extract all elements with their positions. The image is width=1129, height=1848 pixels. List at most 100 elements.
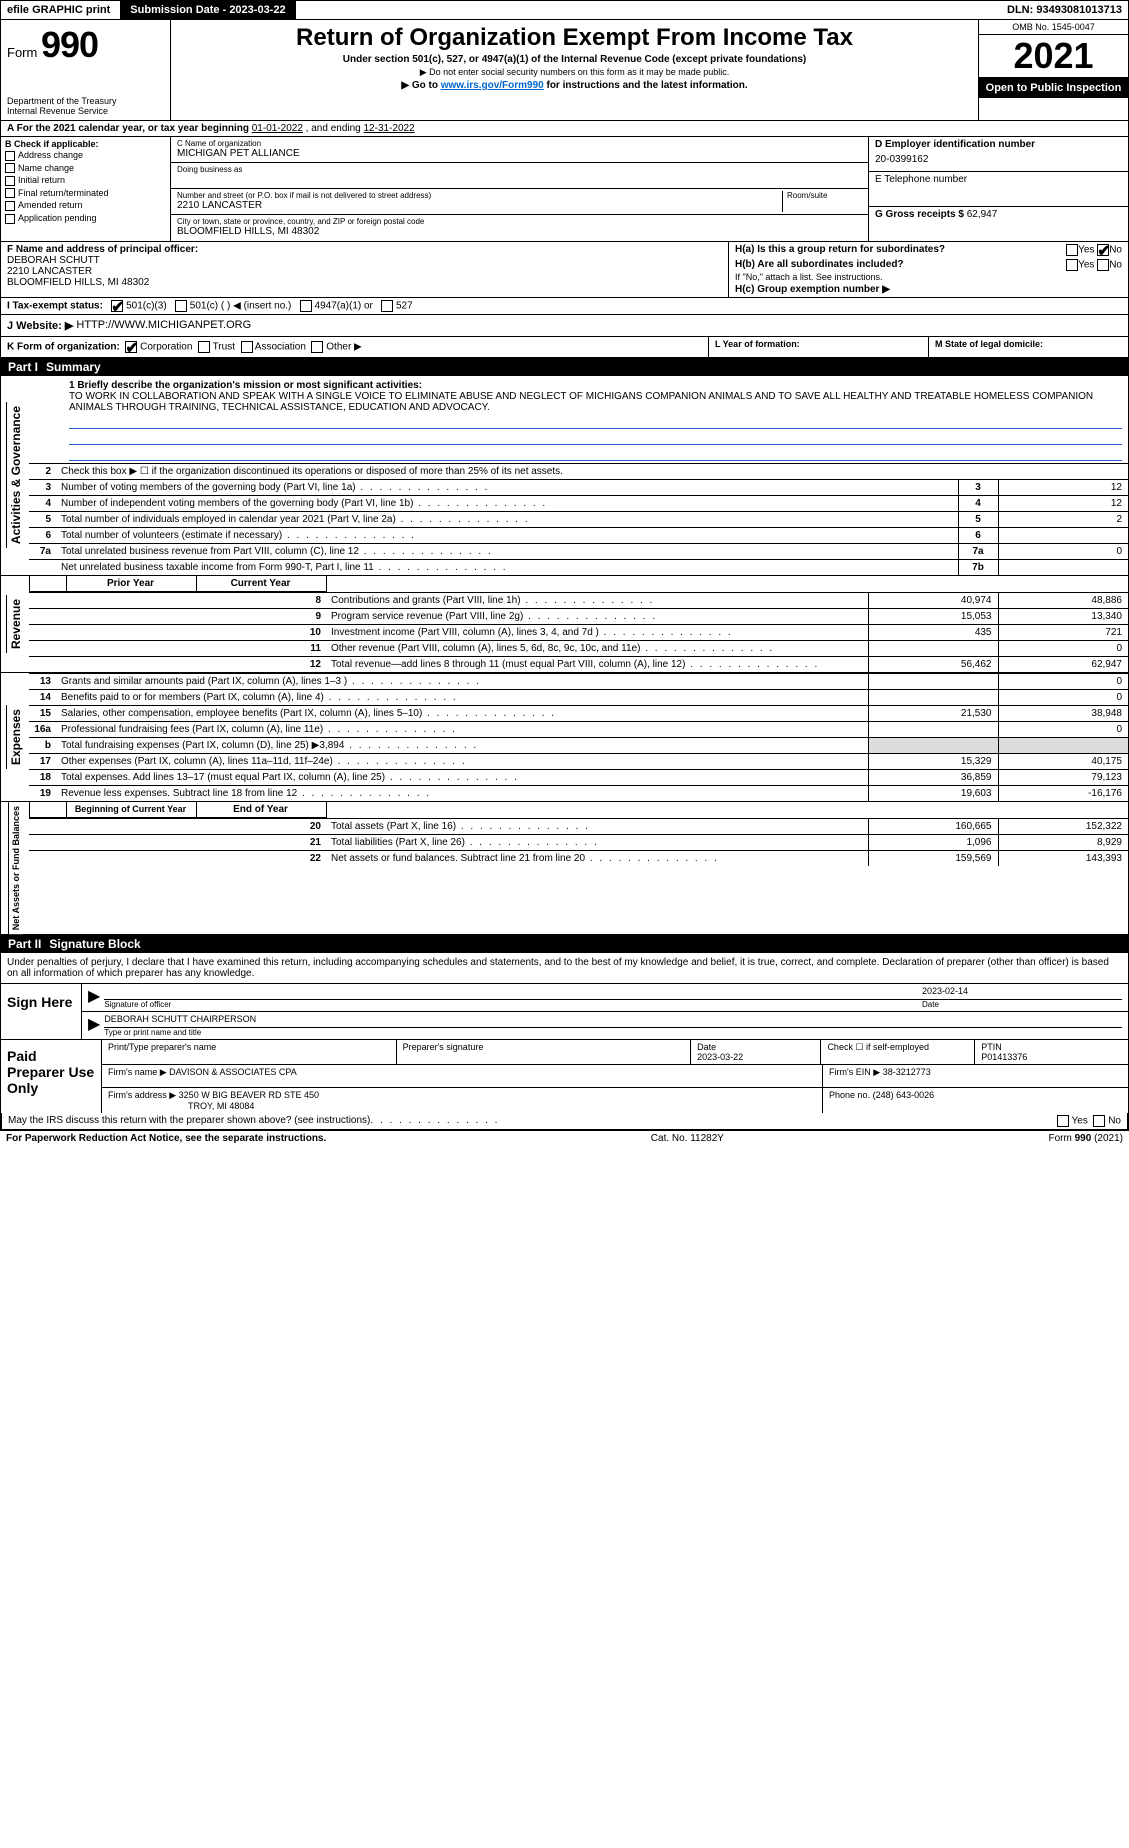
table-row: 22Net assets or fund balances. Subtract … [29, 851, 1128, 867]
firm-addr2: TROY, MI 48084 [188, 1101, 254, 1111]
firm-addr1: 3250 W BIG BEAVER RD STE 450 [179, 1090, 319, 1100]
side-netassets: Net Assets or Fund Balances [1, 802, 29, 934]
mission-text: TO WORK IN COLLABORATION AND SPEAK WITH … [69, 391, 1093, 413]
table-row: 19Revenue less expenses. Subtract line 1… [29, 786, 1128, 802]
ha-yes[interactable] [1066, 244, 1078, 256]
omb-label: OMB No. 1545-0047 [979, 20, 1128, 35]
form-footer: Form 990 (2021) [1049, 1133, 1123, 1144]
may-irs-row: May the IRS discuss this return with the… [1, 1113, 1128, 1130]
goto-line: ▶ Go to www.irs.gov/Form990 for instruct… [177, 80, 972, 91]
part-ii-header: Part II Signature Block [0, 935, 1129, 953]
form-title-box: Return of Organization Exempt From Incom… [171, 20, 978, 120]
submission-date-button[interactable]: Submission Date - 2023-03-22 [120, 1, 295, 19]
cb-final-return[interactable]: Final return/terminated [5, 187, 166, 200]
paperwork-notice: For Paperwork Reduction Act Notice, see … [6, 1133, 326, 1144]
irs-label: Internal Revenue Service [7, 106, 164, 116]
cb-corporation[interactable] [125, 341, 137, 353]
officer-addr1: 2210 LANCASTER [7, 266, 92, 277]
dept-label: Department of the Treasury [7, 96, 164, 106]
cb-other[interactable] [311, 341, 323, 353]
pp-date: 2023-03-22 [697, 1052, 743, 1062]
cb-4947[interactable] [300, 300, 312, 312]
org-name: MICHIGAN PET ALLIANCE [177, 148, 862, 159]
row-a-taxyear: A For the 2021 calendar year, or tax yea… [0, 121, 1129, 137]
table-row: 9Program service revenue (Part VIII, lin… [29, 609, 1128, 625]
cb-501c[interactable] [175, 300, 187, 312]
form-subtitle: Under section 501(c), 527, or 4947(a)(1)… [177, 54, 972, 65]
signature-arrow-icon: ▶ [88, 1014, 100, 1037]
cb-trust[interactable] [198, 341, 210, 353]
officer-addr2: BLOOMFIELD HILLS, MI 48302 [7, 277, 149, 288]
line-1-mission: 1 Briefly describe the organization's mi… [29, 376, 1128, 463]
signature-arrow-icon: ▶ [88, 986, 100, 1009]
hb-yes[interactable] [1066, 259, 1078, 271]
form-prefix: Form [7, 45, 37, 60]
row-k-l-m: K Form of organization: Corporation Trus… [0, 337, 1129, 358]
cb-initial-return[interactable]: Initial return [5, 174, 166, 187]
cb-amended-return[interactable]: Amended return [5, 199, 166, 212]
table-row: 20Total assets (Part X, line 16)160,6651… [29, 819, 1128, 835]
table-row: 18Total expenses. Add lines 13–17 (must … [29, 770, 1128, 786]
entity-block: B Check if applicable: Address change Na… [0, 137, 1129, 241]
table-row: 10Investment income (Part VIII, column (… [29, 625, 1128, 641]
efile-label: efile GRAPHIC print [1, 2, 116, 18]
sign-here-row: Sign Here ▶ 2023-02-14 Signature of offi… [1, 983, 1128, 1039]
table-row: 6Total number of volunteers (estimate if… [29, 528, 1128, 544]
table-row: 13Grants and similar amounts paid (Part … [29, 674, 1128, 690]
table-row: 14Benefits paid to or for members (Part … [29, 690, 1128, 706]
org-city: BLOOMFIELD HILLS, MI 48302 [177, 226, 862, 237]
hb-no[interactable] [1097, 259, 1109, 271]
website-value: HTTP://WWW.MICHIGANPET.ORG [76, 319, 251, 332]
officer-name: DEBORAH SCHUTT [7, 255, 100, 266]
expenses-table: 13Grants and similar amounts paid (Part … [29, 673, 1128, 801]
may-irs-yes[interactable] [1057, 1115, 1069, 1127]
cb-association[interactable] [241, 341, 253, 353]
part-i-body: Activities & Governance 1 Briefly descri… [0, 376, 1129, 935]
col-f-officer: F Name and address of principal officer:… [1, 242, 728, 297]
side-expenses: Expenses [1, 673, 29, 801]
ha-no[interactable] [1097, 244, 1109, 256]
tax-year-end: 12-31-2022 [364, 123, 415, 134]
ptin: P01413376 [981, 1052, 1027, 1062]
irs-link[interactable]: www.irs.gov/Form990 [441, 80, 544, 91]
form-number: 990 [41, 24, 98, 65]
table-row: 21Total liabilities (Part X, line 26)1,0… [29, 835, 1128, 851]
form-id-box: Form 990 Department of the Treasury Inte… [1, 20, 171, 120]
cb-name-change[interactable]: Name change [5, 162, 166, 175]
governance-table: 2Check this box ▶ ☐ if the organization … [29, 463, 1128, 575]
form-header: Form 990 Department of the Treasury Inte… [0, 20, 1129, 121]
gross-receipts: 62,947 [967, 209, 998, 220]
cb-address-change[interactable]: Address change [5, 149, 166, 162]
sig-date: 2023-02-14 [922, 986, 1122, 999]
firm-name: DAVISON & ASSOCIATES CPA [169, 1067, 297, 1077]
dln-label: DLN: 93493081013713 [1001, 2, 1128, 18]
col-d-e-g: D Employer identification number 20-0399… [868, 137, 1128, 241]
may-irs-no[interactable] [1093, 1115, 1105, 1127]
col-k-form-org: K Form of organization: Corporation Trus… [1, 337, 708, 357]
page-footer: For Paperwork Reduction Act Notice, see … [0, 1131, 1129, 1146]
table-row: 4Number of independent voting members of… [29, 496, 1128, 512]
cb-527[interactable] [381, 300, 393, 312]
paid-preparer-block: Paid Preparer Use Only Print/Type prepar… [1, 1039, 1128, 1113]
year-box: OMB No. 1545-0047 2021 Open to Public In… [978, 20, 1128, 120]
table-row: 17Other expenses (Part IX, column (A), l… [29, 754, 1128, 770]
ssn-note: ▶ Do not enter social security numbers o… [177, 67, 972, 78]
tax-year: 2021 [979, 35, 1128, 78]
part-i-header: Part I Summary [0, 358, 1129, 376]
row-i-tax-exempt: I Tax-exempt status: 501(c)(3) 501(c) ( … [0, 298, 1129, 315]
revenue-table: Prior Year Current Year 8Contributions a… [29, 576, 1128, 672]
side-governance: Activities & Governance [1, 376, 29, 575]
cb-application-pending[interactable]: Application pending [5, 212, 166, 225]
table-row: 16aProfessional fundraising fees (Part I… [29, 722, 1128, 738]
signature-block: Under penalties of perjury, I declare th… [0, 953, 1129, 1131]
table-row: Net unrelated business taxable income fr… [29, 560, 1128, 576]
open-to-public: Open to Public Inspection [979, 78, 1128, 98]
firm-ein: 38-3212773 [883, 1067, 931, 1077]
form-title: Return of Organization Exempt From Incom… [177, 24, 972, 52]
cb-501c3[interactable] [111, 300, 123, 312]
col-c-name-address: C Name of organization MICHIGAN PET ALLI… [171, 137, 868, 241]
firm-phone: (248) 643-0026 [873, 1090, 935, 1100]
table-row: 15Salaries, other compensation, employee… [29, 706, 1128, 722]
table-row: 5Total number of individuals employed in… [29, 512, 1128, 528]
col-m-state: M State of legal domicile: [928, 337, 1128, 357]
